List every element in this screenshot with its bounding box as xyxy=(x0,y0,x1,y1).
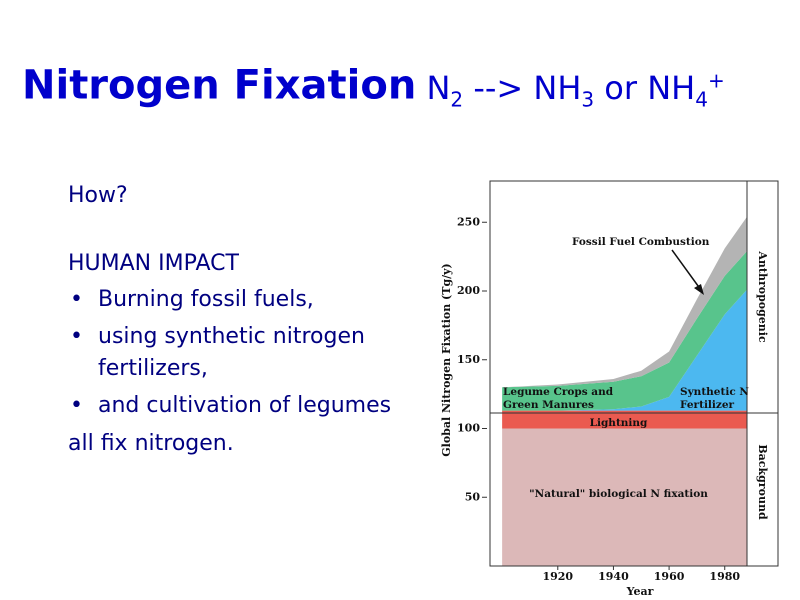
series-label: Legume Crops and Green Manures xyxy=(503,386,614,411)
bullet: Burning fossil fuels, xyxy=(68,284,430,316)
x-tick-label: 1980 xyxy=(709,570,740,583)
bullet: and cultivation of legumes xyxy=(68,390,430,422)
x-tick-label: 1920 xyxy=(542,570,573,583)
formula: N2 --> NH3 or NH4+ xyxy=(426,68,725,111)
closing: all fix nitrogen. xyxy=(68,431,234,456)
title: Nitrogen Fixation N2 --> NH3 or NH4+ xyxy=(22,48,792,131)
y-tick-label: 100 xyxy=(457,422,480,435)
question: How? xyxy=(68,183,128,208)
pointer-arrowhead xyxy=(694,284,704,295)
formula-part: 2 xyxy=(450,87,464,112)
y-tick-label: 250 xyxy=(457,215,480,228)
spacer xyxy=(68,212,430,248)
formula-part: --> NH xyxy=(463,68,582,107)
formula-part: 3 xyxy=(581,87,595,112)
bullet-list: Burning fossil fuels, using synthetic nit… xyxy=(68,284,430,422)
heading: HUMAN IMPACT xyxy=(68,251,239,276)
area xyxy=(502,428,747,566)
formula-part: N xyxy=(426,68,451,107)
y-tick-label: 150 xyxy=(457,353,480,366)
y-tick-label: 200 xyxy=(457,284,480,297)
pointer-arrow xyxy=(671,249,702,291)
x-tick-label: 1940 xyxy=(598,570,629,583)
series-label: Fossil Fuel Combustion xyxy=(572,236,710,248)
bullet: using synthetic nitrogen fertilizers, xyxy=(68,321,430,385)
area xyxy=(502,216,747,388)
x-axis-label: Year xyxy=(626,585,654,598)
x-tick-label: 1960 xyxy=(654,570,685,583)
area xyxy=(502,410,747,429)
formula-part: or NH xyxy=(594,68,696,107)
y-tick-label: 50 xyxy=(465,490,481,503)
title-main: Nitrogen Fixation xyxy=(22,62,417,109)
area xyxy=(502,289,747,411)
region-label: Anthropogenic xyxy=(756,250,769,343)
text-body: How? HUMAN IMPACT Burning fossil fuels, u… xyxy=(68,180,430,460)
series-label: Lightning xyxy=(589,417,648,429)
region-label: Background xyxy=(756,444,769,520)
y-axis-label: Global Nitrogen Fixation (Tg/y) xyxy=(440,263,453,457)
area xyxy=(502,251,747,411)
chart-frame xyxy=(489,180,779,567)
formula-part: + xyxy=(707,68,725,92)
series-label: Synthetic N Fertilizer xyxy=(680,386,749,411)
formula-part: 4 xyxy=(695,87,708,112)
series-label: "Natural" biological N fixation xyxy=(529,488,708,500)
